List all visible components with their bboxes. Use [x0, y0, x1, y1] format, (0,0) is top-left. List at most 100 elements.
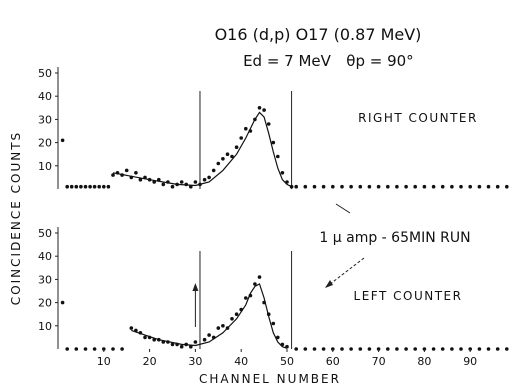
left-counter-panel: 10 20 30 40 50 LEFT COUNTER — [38, 227, 509, 351]
data-point — [120, 347, 124, 351]
data-point — [271, 321, 276, 326]
data-point — [253, 282, 257, 286]
data-point — [138, 331, 143, 335]
data-point — [157, 337, 161, 342]
data-point — [189, 344, 193, 349]
data-point — [266, 312, 271, 317]
data-point — [239, 307, 243, 312]
data-point — [65, 347, 69, 351]
data-point — [331, 184, 335, 189]
data-point — [74, 184, 79, 189]
data-point — [386, 347, 390, 351]
y-tick-label: 50 — [38, 67, 52, 80]
data-point — [367, 347, 372, 351]
run-note-arrows — [324, 203, 365, 289]
data-point — [225, 152, 230, 156]
x-tick-label: 10 — [97, 355, 111, 368]
data-point — [321, 184, 326, 189]
data-point — [179, 344, 184, 349]
data-point — [193, 180, 198, 184]
y-axis-label: COINCIDENCE COUNTS — [9, 131, 23, 305]
data-point — [207, 333, 211, 337]
data-point — [111, 173, 115, 177]
data-point — [285, 180, 289, 184]
x-axis-label: CHANNEL NUMBER — [199, 372, 341, 386]
data-point — [477, 347, 482, 351]
data-point — [111, 347, 115, 351]
run-note-arrowhead — [325, 280, 333, 288]
data-point — [505, 184, 509, 189]
x-tick-label: 40 — [234, 355, 248, 368]
data-point — [83, 347, 88, 351]
x-tick-label: 30 — [188, 355, 202, 368]
data-point — [271, 140, 276, 145]
data-point — [303, 184, 308, 189]
x-tick-label: 80 — [417, 355, 431, 368]
data-point — [349, 184, 353, 189]
data-point — [312, 347, 317, 351]
data-point — [211, 168, 216, 173]
right-counter-panel: 10 20 30 40 50 RIGHT COUNTER — [38, 67, 509, 189]
data-point — [386, 184, 390, 189]
data-point — [303, 347, 308, 351]
data-point — [285, 344, 289, 349]
data-point — [221, 157, 225, 161]
data-point — [431, 184, 436, 189]
y-tick-label: 50 — [38, 227, 52, 240]
fit-curve — [112, 111, 292, 188]
y-tick-label: 30 — [38, 113, 52, 126]
data-point — [289, 184, 294, 189]
data-point — [340, 347, 344, 351]
data-point — [440, 184, 445, 189]
data-point — [230, 317, 234, 321]
counter-label: RIGHT COUNTER — [358, 111, 478, 125]
data-point — [134, 171, 138, 175]
x-tick-label: 20 — [143, 355, 157, 368]
data-point — [257, 106, 262, 110]
data-point — [134, 328, 138, 333]
data-point — [179, 180, 184, 184]
data-point — [404, 184, 408, 189]
data-point — [161, 182, 166, 187]
data-point — [248, 293, 253, 298]
data-point — [404, 347, 408, 351]
data-point — [321, 347, 326, 351]
data-point — [280, 171, 285, 175]
data-point — [83, 184, 88, 189]
data-point — [440, 347, 445, 351]
arrow-marker-head — [192, 283, 199, 291]
data-point — [193, 340, 198, 344]
data-point — [65, 184, 69, 189]
data-point — [120, 173, 124, 177]
data-point — [79, 184, 83, 189]
data-point — [349, 347, 353, 351]
data-point — [124, 168, 129, 173]
data-point — [248, 129, 253, 133]
counter-label: LEFT COUNTER — [354, 289, 463, 303]
y-tick-label: 10 — [38, 160, 52, 173]
data-point — [166, 340, 170, 344]
data-point — [152, 180, 156, 184]
data-point — [477, 184, 482, 189]
data-point — [244, 126, 248, 131]
data-point — [216, 161, 221, 166]
data-point — [92, 184, 97, 189]
data-point — [207, 175, 211, 180]
y-tick-label: 30 — [38, 273, 52, 286]
x-tick-label: 90 — [463, 355, 477, 368]
data-point — [147, 177, 152, 182]
data-point — [376, 184, 381, 189]
data-point — [413, 184, 418, 189]
y-tick-label: 40 — [38, 90, 52, 103]
data-point — [129, 326, 134, 330]
data-point — [253, 117, 257, 122]
data-point — [147, 335, 152, 340]
data-point — [143, 175, 147, 180]
x-tick-label: 70 — [372, 355, 386, 368]
data-point — [230, 154, 234, 159]
data-point — [202, 177, 207, 182]
y-tick-label: 10 — [38, 320, 52, 333]
energy-label: Ed = 7 MeV — [243, 52, 332, 70]
data-point — [69, 184, 74, 189]
